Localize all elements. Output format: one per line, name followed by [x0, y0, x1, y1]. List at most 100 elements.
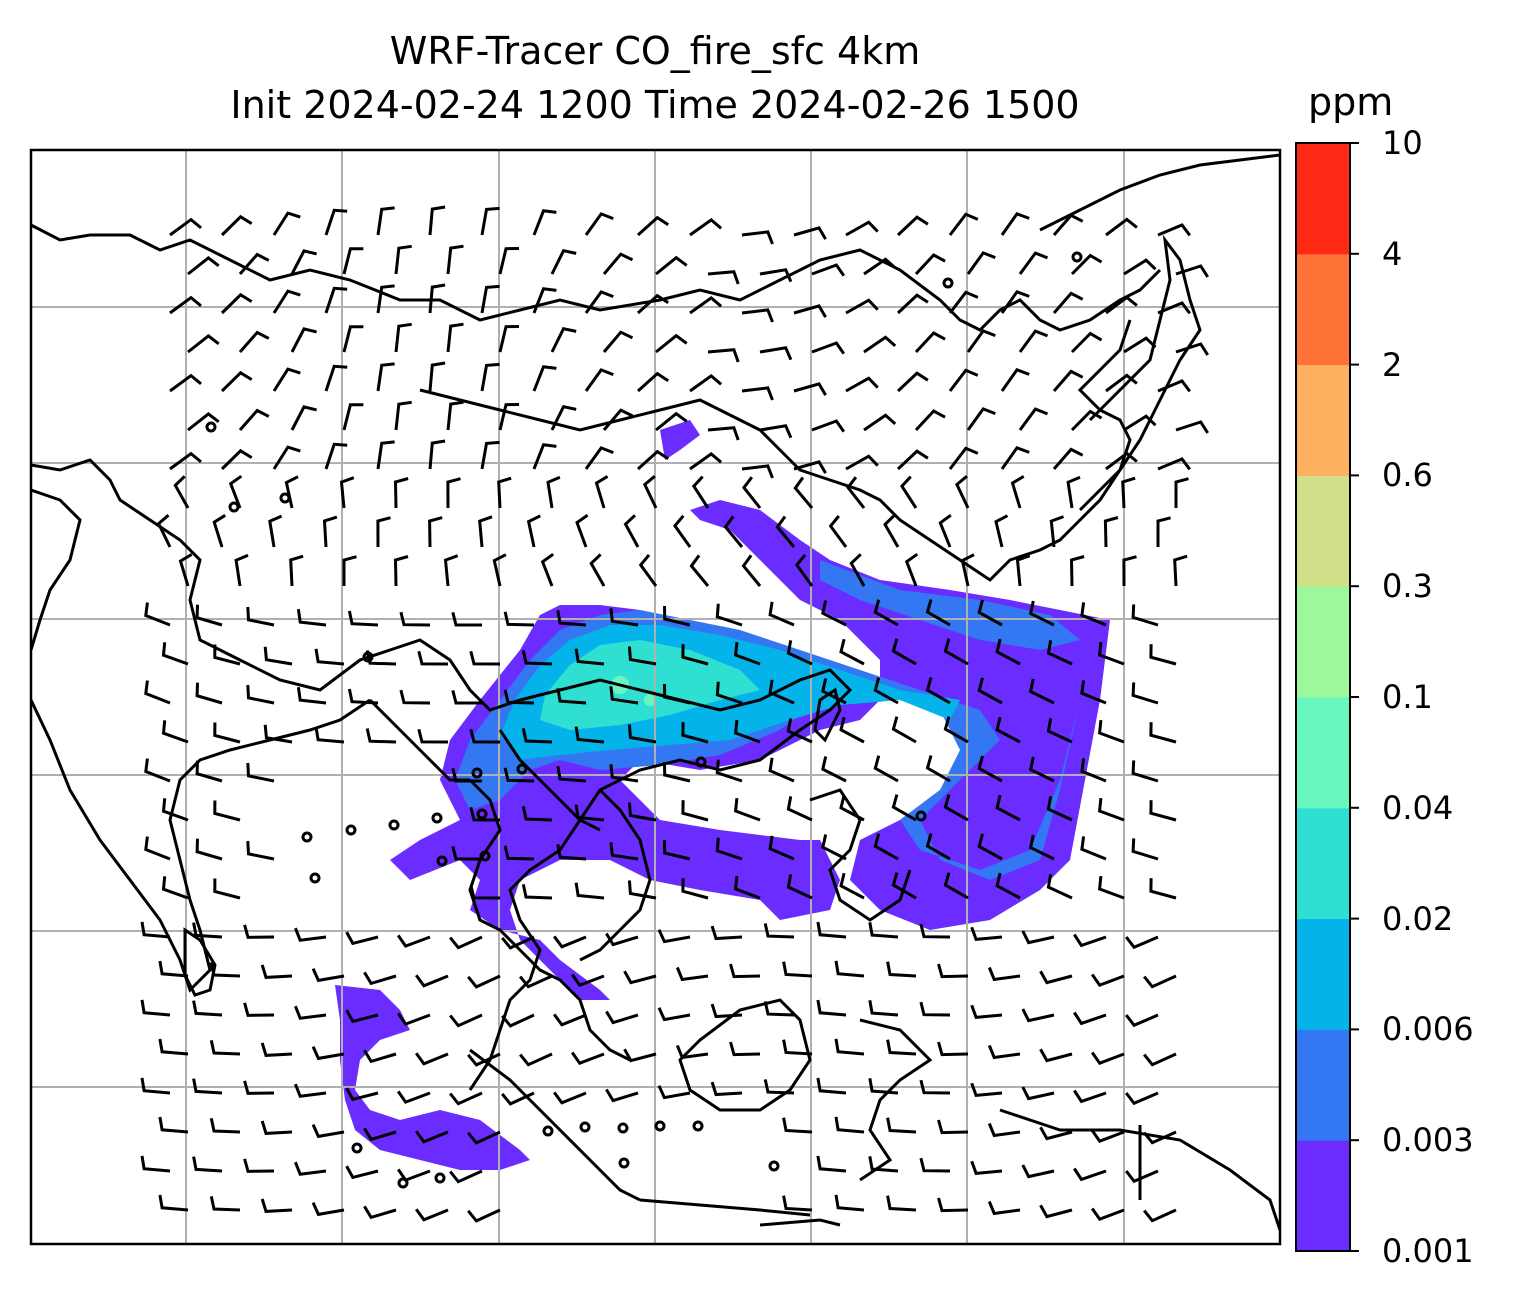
wind-barb	[144, 758, 171, 783]
wind-barb	[1039, 1204, 1073, 1219]
wind-barb	[636, 293, 670, 315]
wind-barb	[681, 722, 709, 744]
wind-barb	[1105, 217, 1138, 237]
colorbar-tick-label: 0.1	[1382, 678, 1433, 716]
wind-barb	[556, 688, 587, 705]
wind-barb	[759, 424, 793, 439]
wind-barb	[540, 552, 555, 587]
wind-barb	[886, 1039, 917, 1056]
wind-barb	[1173, 554, 1188, 587]
wind-barb	[238, 330, 270, 353]
wind-barb	[768, 679, 795, 705]
wind-barb	[209, 1039, 241, 1056]
wind-barb	[1131, 838, 1159, 861]
coastline-china-east	[419, 319, 1132, 582]
wind-barb	[816, 1077, 847, 1095]
wind-barb	[552, 1013, 587, 1027]
wind-barb	[220, 448, 253, 471]
wind-barb	[446, 244, 464, 275]
wind-barb	[707, 270, 740, 285]
wind-barb	[663, 683, 691, 705]
wind-barb	[1143, 1130, 1177, 1145]
wind-barb	[161, 798, 189, 822]
wind-barb	[294, 1005, 327, 1020]
wind-barb	[209, 1195, 241, 1212]
colorbar-tick-label: 0.001	[1382, 1232, 1474, 1270]
calm-marker	[301, 831, 313, 843]
wind-barb	[995, 872, 1021, 900]
wind-barb	[195, 838, 223, 861]
wind-barb	[451, 690, 482, 705]
calm-marker	[228, 501, 240, 513]
wind-barb	[243, 924, 275, 939]
wind-barb	[260, 1120, 293, 1135]
wind-barb	[365, 728, 397, 744]
wind-barb	[733, 641, 761, 666]
wind-barb	[532, 287, 557, 314]
wind-barb	[1090, 1129, 1125, 1144]
calm-marker	[617, 1122, 629, 1134]
wind-barb	[868, 922, 899, 939]
wind-barb	[919, 1079, 951, 1095]
wind-barb	[376, 440, 395, 470]
wind-barb	[1149, 878, 1177, 900]
wind-barb	[158, 960, 189, 978]
colorbar-segment	[1296, 143, 1350, 255]
wind-barb	[324, 442, 348, 470]
wind-barb	[863, 335, 897, 354]
wind-barb	[1149, 644, 1177, 666]
wind-barb	[169, 217, 202, 237]
wind-barb	[943, 794, 969, 822]
calm-marker	[579, 1121, 591, 1133]
wind-barb	[428, 516, 443, 548]
wind-barb	[741, 554, 762, 587]
wind-barb	[246, 762, 275, 783]
wind-barb	[550, 248, 577, 275]
wind-barb	[532, 209, 557, 236]
wind-barb	[793, 476, 814, 509]
wind-barb	[220, 214, 253, 237]
wind-barb	[342, 555, 357, 586]
wind-barb	[394, 244, 412, 275]
wind-barb	[195, 760, 223, 783]
wind-barb	[627, 880, 657, 900]
colorbar-segment	[1296, 253, 1350, 366]
wind-barb	[584, 212, 614, 236]
wind-barb	[497, 476, 512, 509]
wind-barb	[294, 927, 327, 942]
wind-barb	[311, 1123, 345, 1139]
wind-barb	[1080, 602, 1107, 627]
wind-barb	[414, 1130, 449, 1144]
wind-barb	[689, 452, 723, 471]
wind-barb	[786, 796, 813, 822]
wind-barb	[345, 1165, 379, 1180]
wind-barb	[1073, 1167, 1107, 1182]
wind-barb	[272, 211, 301, 236]
wind-barb	[158, 1116, 189, 1134]
wind-barb	[396, 1090, 431, 1104]
wind-barb	[839, 716, 865, 744]
wind-barb	[140, 1155, 171, 1173]
wind-barb	[845, 376, 879, 393]
coastline-taiwan	[813, 687, 842, 743]
colorbar-tick-label: 4	[1382, 234, 1403, 273]
wind-barb	[886, 961, 917, 978]
wind-barb	[322, 515, 338, 548]
wind-barb	[503, 845, 535, 861]
wind-barb	[609, 686, 639, 705]
wind-barb	[521, 649, 553, 666]
wind-barb	[937, 1041, 969, 1057]
wind-barb	[891, 716, 917, 744]
calm-marker	[768, 1160, 780, 1172]
wind-barb	[467, 1052, 501, 1067]
wind-barb	[478, 515, 493, 548]
wind-barb	[602, 330, 634, 353]
wind-barb	[1039, 1126, 1073, 1141]
colorbar	[1295, 142, 1359, 1252]
wind-barb	[342, 247, 364, 275]
wind-barb	[469, 650, 501, 666]
calm-marker	[351, 1142, 363, 1154]
wind-barb	[446, 400, 464, 431]
wind-barb	[550, 404, 577, 431]
wind-barb	[775, 515, 796, 548]
